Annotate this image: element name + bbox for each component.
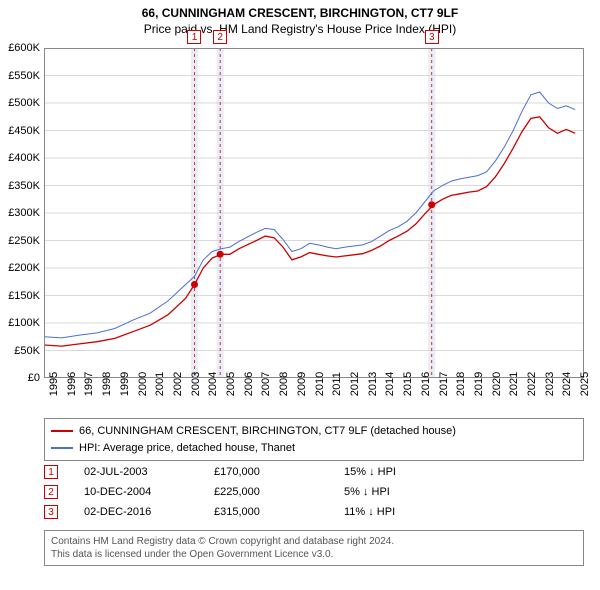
chart-marker-2: 2 (213, 30, 227, 44)
x-tick-label: 2003 (190, 372, 202, 396)
x-tick-label: 2023 (544, 372, 556, 396)
x-tick-label: 2010 (314, 372, 326, 396)
y-tick-label: £50K (0, 345, 40, 357)
sales-price: £315,000 (214, 506, 344, 518)
x-tick-label: 2007 (260, 372, 272, 396)
sales-table: 1 02-JUL-2003£170,00015% ↓ HPI 2 10-DEC-200… (44, 462, 474, 522)
x-tick-label: 2015 (402, 372, 414, 396)
y-tick-label: £100K (0, 317, 40, 329)
x-tick-label: 2001 (154, 372, 166, 396)
x-tick-label: 1999 (119, 372, 131, 396)
y-tick-label: £400K (0, 152, 40, 164)
y-tick-label: £300K (0, 207, 40, 219)
chart-area (44, 48, 584, 378)
x-tick-label: 2022 (526, 372, 538, 396)
sales-price: £170,000 (214, 466, 344, 478)
x-tick-label: 2000 (137, 372, 149, 396)
x-tick-label: 2004 (207, 372, 219, 396)
x-tick-label: 2011 (331, 372, 343, 396)
footer-line2: This data is licensed under the Open Gov… (51, 548, 577, 561)
x-tick-label: 2002 (172, 372, 184, 396)
container: 66, CUNNINGHAM CRESCENT, BIRCHINGTON, CT… (0, 0, 600, 590)
legend-row: HPI: Average price, detached house, Than… (51, 440, 577, 457)
x-tick-label: 2024 (561, 372, 573, 396)
y-tick-label: £500K (0, 97, 40, 109)
sales-price: £225,000 (214, 486, 344, 498)
x-tick-label: 2009 (296, 372, 308, 396)
sales-marker-3: 3 (44, 505, 58, 519)
sales-date: 02-DEC-2016 (84, 506, 214, 518)
sales-diff: 5% ↓ HPI (344, 486, 474, 498)
legend-row: 66, CUNNINGHAM CRESCENT, BIRCHINGTON, CT… (51, 423, 577, 440)
sales-marker-2: 2 (44, 485, 58, 499)
x-tick-label: 2013 (367, 372, 379, 396)
chart-marker-3: 3 (425, 30, 439, 44)
sales-diff: 11% ↓ HPI (344, 506, 474, 518)
x-tick-label: 1997 (83, 372, 95, 396)
x-tick-label: 2012 (349, 372, 361, 396)
x-tick-label: 2019 (473, 372, 485, 396)
chart-marker-1: 1 (187, 30, 201, 44)
sales-date: 10-DEC-2004 (84, 486, 214, 498)
x-tick-label: 2014 (384, 372, 396, 396)
y-tick-label: £250K (0, 235, 40, 247)
y-tick-label: £550K (0, 70, 40, 82)
x-tick-label: 2005 (225, 372, 237, 396)
x-tick-label: 2025 (579, 372, 591, 396)
sales-row: 2 10-DEC-2004£225,0005% ↓ HPI (44, 482, 474, 502)
y-tick-label: £600K (0, 42, 40, 54)
chart-title-line2: Price paid vs. HM Land Registry's House … (0, 22, 600, 38)
x-tick-label: 2021 (508, 372, 520, 396)
sales-marker-1: 1 (44, 465, 58, 479)
y-tick-label: £200K (0, 262, 40, 274)
y-tick-label: £350K (0, 180, 40, 192)
sales-row: 1 02-JUL-2003£170,00015% ↓ HPI (44, 462, 474, 482)
x-tick-label: 2008 (278, 372, 290, 396)
x-tick-label: 2020 (491, 372, 503, 396)
sales-date: 02-JUL-2003 (84, 466, 214, 478)
x-tick-label: 2006 (243, 372, 255, 396)
sales-diff: 15% ↓ HPI (344, 466, 474, 478)
legend-swatch (51, 430, 73, 432)
x-tick-label: 2018 (455, 372, 467, 396)
x-tick-label: 1998 (101, 372, 113, 396)
y-tick-label: £150K (0, 290, 40, 302)
y-tick-label: £450K (0, 125, 40, 137)
x-tick-label: 2016 (420, 372, 432, 396)
chart-svg (44, 48, 584, 378)
y-axis-labels: £0£50K£100K£150K£200K£250K£300K£350K£400… (0, 0, 44, 1)
x-tick-label: 1996 (66, 372, 78, 396)
footer-box: Contains HM Land Registry data © Crown c… (44, 530, 584, 566)
x-tick-label: 2017 (438, 372, 450, 396)
legend-label: 66, CUNNINGHAM CRESCENT, BIRCHINGTON, CT… (79, 423, 456, 440)
sales-row: 3 02-DEC-2016£315,00011% ↓ HPI (44, 502, 474, 522)
x-tick-label: 1995 (48, 372, 60, 396)
legend-box: 66, CUNNINGHAM CRESCENT, BIRCHINGTON, CT… (44, 418, 584, 461)
y-tick-label: £0 (0, 372, 40, 384)
legend-swatch (51, 447, 73, 449)
footer-line1: Contains HM Land Registry data © Crown c… (51, 535, 577, 548)
chart-title-line1: 66, CUNNINGHAM CRESCENT, BIRCHINGTON, CT… (0, 0, 600, 22)
legend-label: HPI: Average price, detached house, Than… (79, 440, 295, 457)
